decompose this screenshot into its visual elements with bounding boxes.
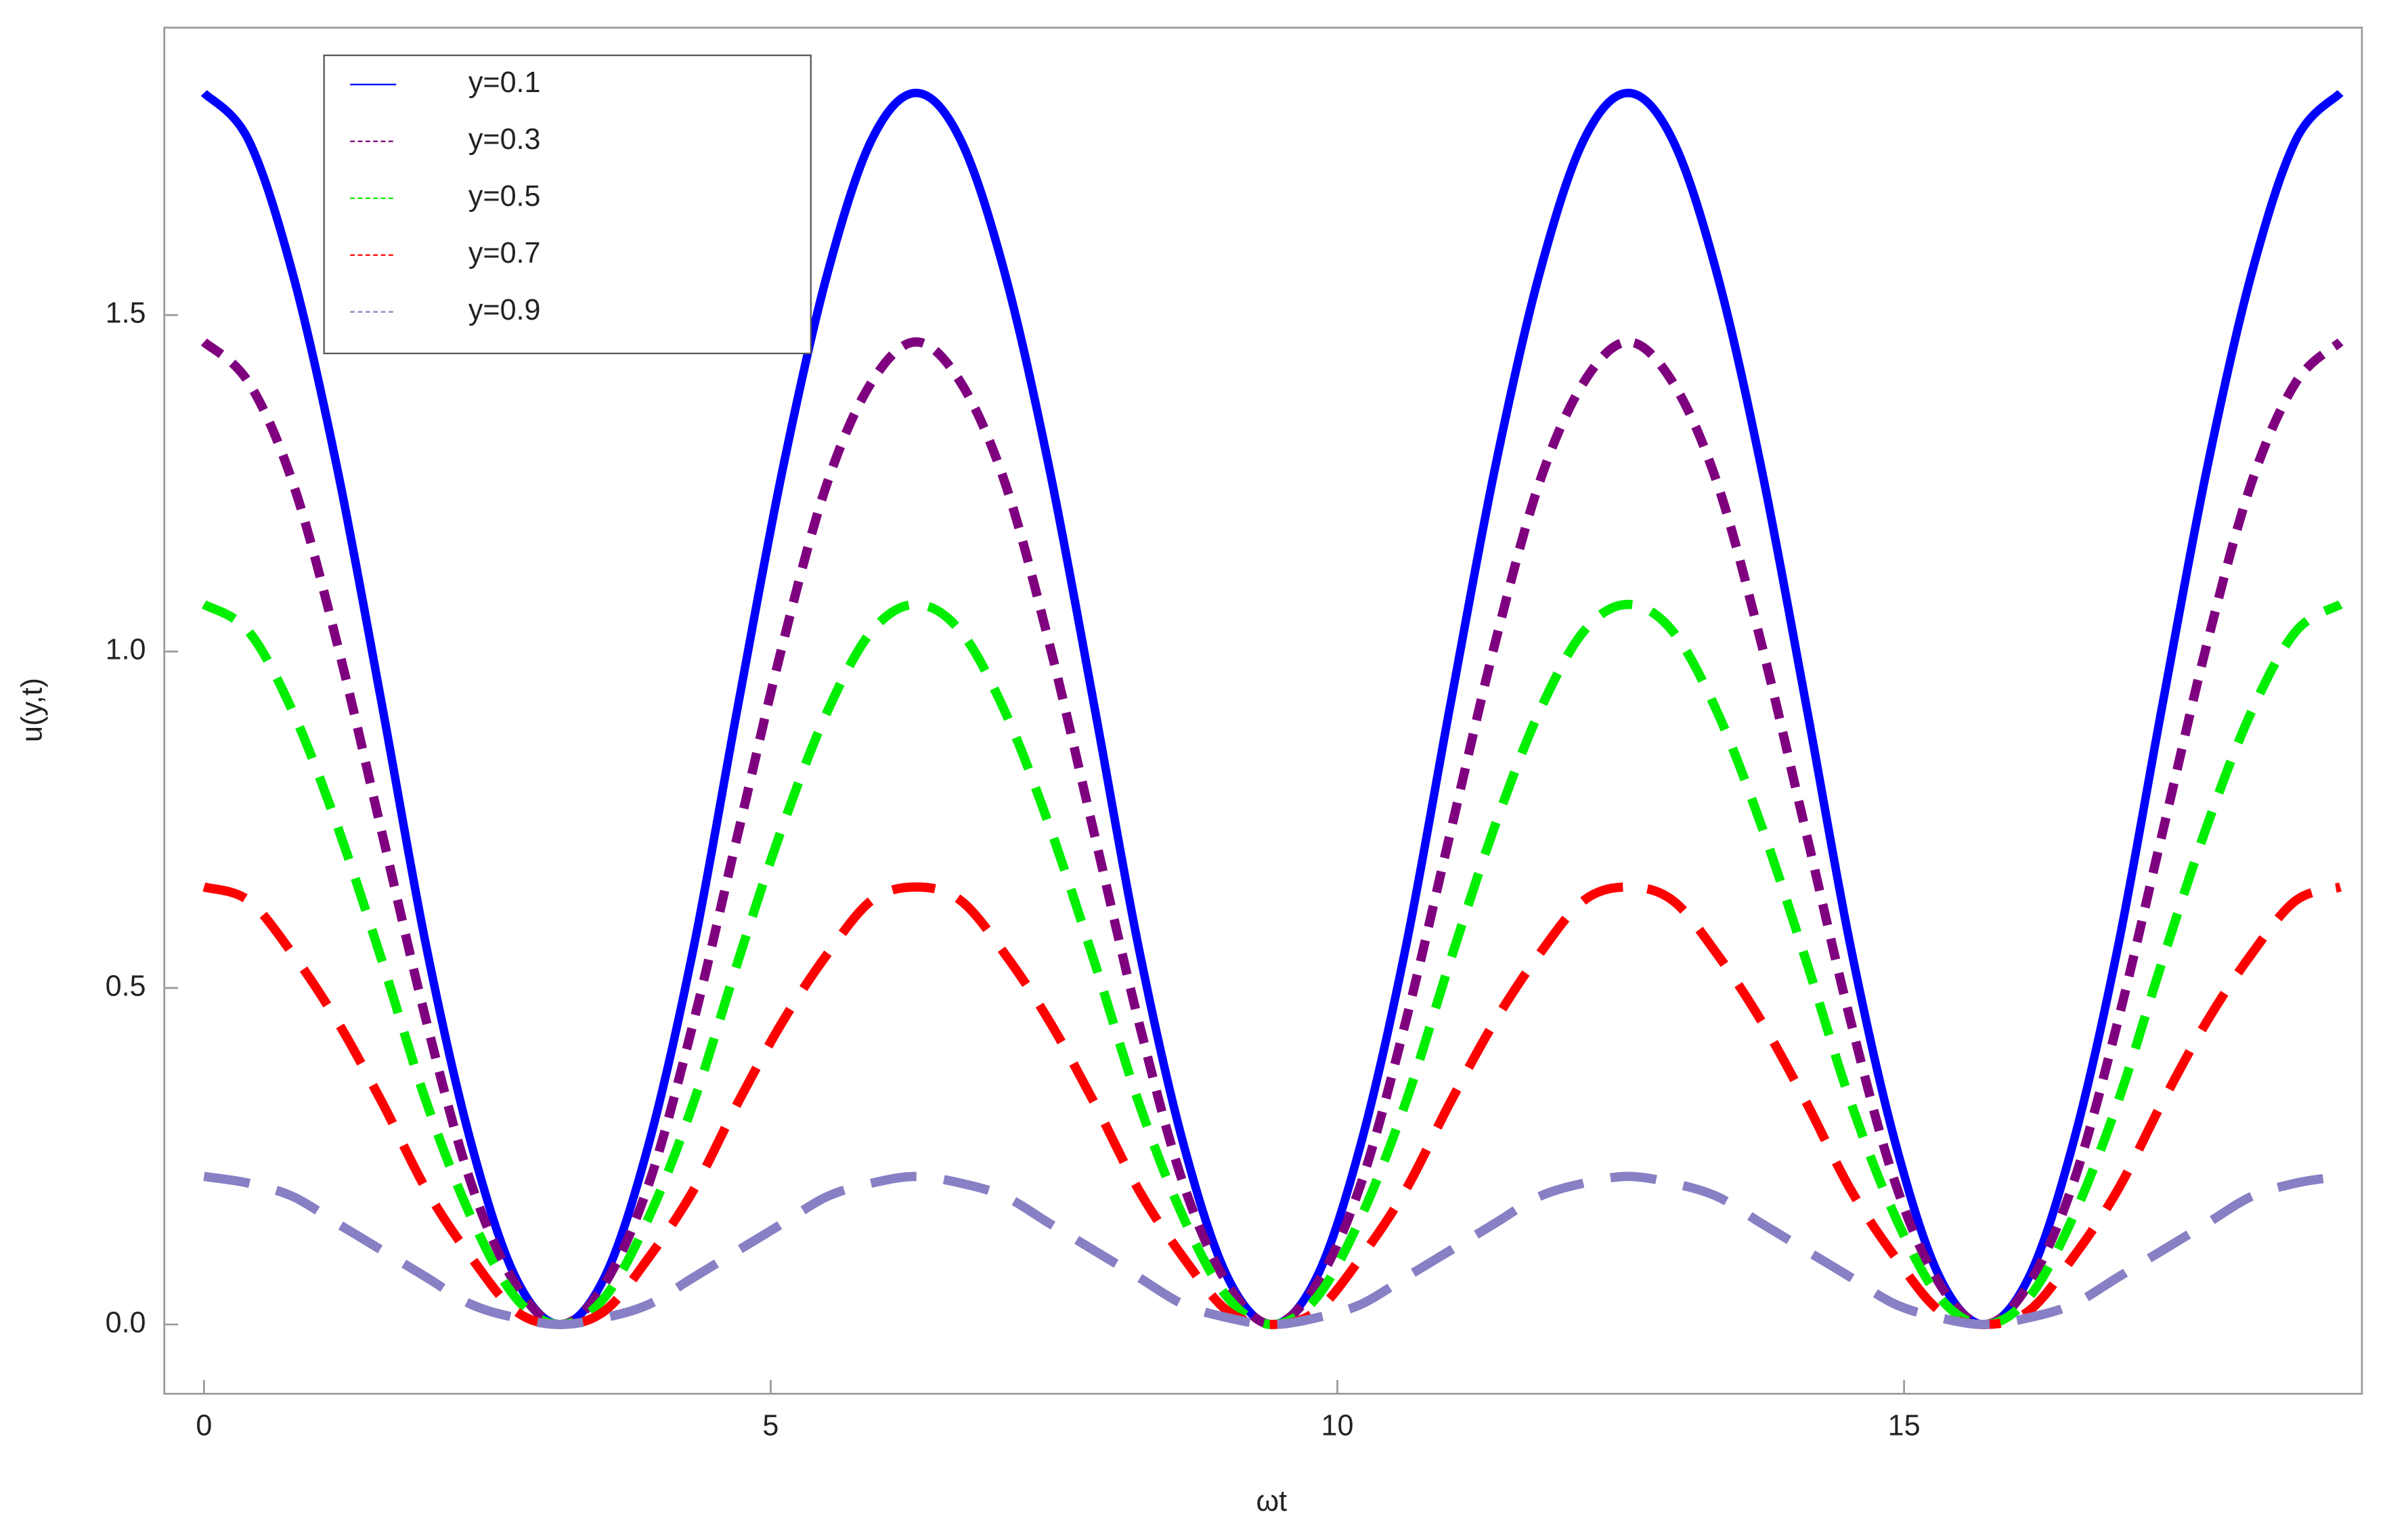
line-series <box>203 1171 2342 1329</box>
legend-box <box>323 54 812 355</box>
legend-label: y=0.3 <box>468 123 541 156</box>
legend-label: y=0.5 <box>468 180 541 213</box>
y-tick-label: 0.0 <box>106 1306 146 1339</box>
y-tick-label: 1.0 <box>106 634 146 666</box>
legend-label: y=0.9 <box>468 294 541 326</box>
legend-label: y=0.7 <box>468 237 541 270</box>
line-series <box>202 882 2342 1329</box>
y-tick-label: 1.5 <box>106 297 146 330</box>
y-tick-label: 0.5 <box>106 970 146 1002</box>
legend-label: y=0.1 <box>468 66 541 99</box>
x-tick-label: 5 <box>762 1410 779 1442</box>
plot-frame <box>163 26 2363 1395</box>
x-tick-label: 15 <box>1888 1410 1921 1442</box>
x-axis-label: ωt <box>1256 1485 1288 1517</box>
line-series <box>201 599 2343 1329</box>
y-axis-label: u(y,t) <box>16 678 48 742</box>
x-tick-label: 10 <box>1321 1410 1354 1442</box>
line-series <box>200 337 2344 1329</box>
x-tick-label: 0 <box>196 1410 212 1442</box>
